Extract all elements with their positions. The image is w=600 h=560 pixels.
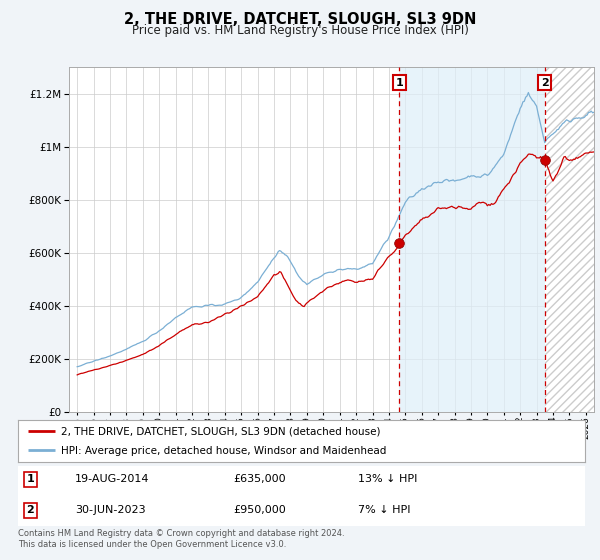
Text: £635,000: £635,000 [233, 474, 286, 484]
Text: 19-AUG-2014: 19-AUG-2014 [75, 474, 149, 484]
Text: 1: 1 [395, 78, 403, 88]
Text: 2, THE DRIVE, DATCHET, SLOUGH, SL3 9DN (detached house): 2, THE DRIVE, DATCHET, SLOUGH, SL3 9DN (… [61, 426, 380, 436]
Text: £950,000: £950,000 [233, 505, 286, 515]
Text: HPI: Average price, detached house, Windsor and Maidenhead: HPI: Average price, detached house, Wind… [61, 446, 386, 456]
Text: 2, THE DRIVE, DATCHET, SLOUGH, SL3 9DN: 2, THE DRIVE, DATCHET, SLOUGH, SL3 9DN [124, 12, 476, 27]
Bar [399, 67, 545, 412]
Text: 30-JUN-2023: 30-JUN-2023 [75, 505, 145, 515]
Text: 7% ↓ HPI: 7% ↓ HPI [358, 505, 410, 515]
Text: 2: 2 [26, 505, 34, 515]
Text: Contains HM Land Registry data © Crown copyright and database right 2024.
This d: Contains HM Land Registry data © Crown c… [18, 529, 344, 549]
Text: Price paid vs. HM Land Registry's House Price Index (HPI): Price paid vs. HM Land Registry's House … [131, 24, 469, 37]
Text: 2: 2 [541, 78, 548, 88]
Text: 13% ↓ HPI: 13% ↓ HPI [358, 474, 418, 484]
Bar [545, 67, 594, 412]
Text: 1: 1 [26, 474, 34, 484]
